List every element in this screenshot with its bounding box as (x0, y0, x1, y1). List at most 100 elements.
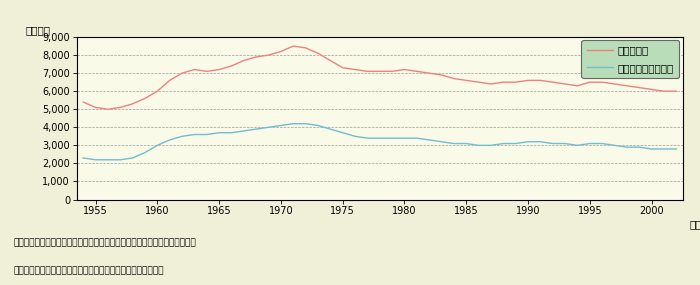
移動者総数 (314, 52, 322, 55)
移動者総数 (339, 66, 347, 70)
移動者総数 (449, 77, 458, 80)
移動者総数 (549, 80, 557, 84)
移動者総数 (116, 106, 125, 109)
都道府県間移動者数 (141, 151, 149, 154)
移動者総数 (660, 89, 668, 93)
都道府県間移動者数 (486, 144, 495, 147)
都道府県間移動者数 (561, 142, 569, 145)
都道府県間移動者数 (153, 144, 162, 147)
移動者総数 (524, 79, 532, 82)
都道府県間移動者数 (536, 140, 545, 143)
移動者総数 (499, 80, 508, 84)
都道府県間移動者数 (462, 142, 470, 145)
都道府県間移動者数 (252, 127, 260, 131)
都道府県間移動者数 (672, 147, 680, 151)
都道府県間移動者数 (339, 131, 347, 135)
都道府県間移動者数 (326, 127, 335, 131)
都道府県間移動者数 (302, 122, 310, 125)
都道府県間移動者数 (239, 129, 248, 133)
移動者総数 (363, 70, 372, 73)
Text: 資料）総務省「住民基本台帳人口移動報告年報（平成５年）」: 資料）総務省「住民基本台帳人口移動報告年報（平成５年）」 (14, 266, 164, 276)
移動者総数 (573, 84, 582, 87)
移動者総数 (388, 70, 396, 73)
都道府県間移動者数 (190, 133, 199, 136)
移動者総数 (536, 79, 545, 82)
都道府県間移動者数 (91, 158, 99, 162)
移動者総数 (375, 70, 384, 73)
都道府県間移動者数 (363, 137, 372, 140)
移動者総数 (412, 70, 421, 73)
都道府県間移動者数 (388, 137, 396, 140)
都道府県間移動者数 (475, 144, 483, 147)
移動者総数 (91, 106, 99, 109)
都道府県間移動者数 (512, 142, 520, 145)
都道府県間移動者数 (202, 133, 211, 136)
移動者総数 (486, 82, 495, 86)
移動者総数 (586, 80, 594, 84)
移動者総数 (512, 80, 520, 84)
移動者総数 (425, 72, 433, 75)
移動者総数 (598, 80, 606, 84)
都道府県間移動者数 (573, 144, 582, 147)
都道府県間移動者数 (438, 140, 446, 143)
Line: 移動者総数: 移動者総数 (83, 46, 676, 109)
移動者総数 (289, 44, 298, 48)
都道府県間移動者数 (648, 147, 656, 151)
移動者総数 (326, 59, 335, 62)
移動者総数 (475, 80, 483, 84)
移動者総数 (141, 97, 149, 100)
移動者総数 (104, 107, 112, 111)
Text: （注）移動者数とは、市区町村の境界を越えて住所を移した者の数をいう。: （注）移動者数とは、市区町村の境界を越えて住所を移した者の数をいう。 (14, 238, 197, 247)
都道府県間移動者数 (265, 126, 273, 129)
都道府県間移動者数 (586, 142, 594, 145)
都道府県間移動者数 (499, 142, 508, 145)
都道府県間移動者数 (610, 144, 619, 147)
移動者総数 (400, 68, 409, 71)
都道府県間移動者数 (412, 137, 421, 140)
移動者総数 (635, 86, 643, 89)
都道府県間移動者数 (228, 131, 236, 135)
都道府県間移動者数 (276, 124, 285, 127)
Legend: 移動者総数, 都道府県間移動者数: 移動者総数, 都道府県間移動者数 (582, 40, 680, 78)
移動者総数 (561, 82, 569, 86)
都道府県間移動者数 (289, 122, 298, 125)
移動者総数 (153, 89, 162, 93)
都道府県間移動者数 (178, 135, 186, 138)
移動者総数 (202, 70, 211, 73)
移動者総数 (438, 73, 446, 77)
移動者総数 (265, 53, 273, 57)
都道府県間移動者数 (128, 156, 136, 160)
都道府県間移動者数 (598, 142, 606, 145)
都道府県間移動者数 (623, 145, 631, 149)
都道府県間移動者数 (104, 158, 112, 162)
移動者総数 (302, 46, 310, 50)
移動者総数 (462, 79, 470, 82)
都道府県間移動者数 (524, 140, 532, 143)
都道府県間移動者数 (79, 156, 88, 160)
移動者総数 (228, 64, 236, 68)
都道府県間移動者数 (549, 142, 557, 145)
移動者総数 (239, 59, 248, 62)
Line: 都道府県間移動者数: 都道府県間移動者数 (83, 124, 676, 160)
Text: （千人）: （千人） (25, 25, 50, 35)
移動者総数 (165, 79, 174, 82)
都道府県間移動者数 (660, 147, 668, 151)
都道府県間移動者数 (400, 137, 409, 140)
都道府県間移動者数 (314, 124, 322, 127)
移動者総数 (215, 68, 223, 71)
移動者総数 (623, 84, 631, 87)
移動者総数 (128, 102, 136, 105)
都道府県間移動者数 (165, 138, 174, 142)
移動者総数 (351, 68, 359, 71)
都道府県間移動者数 (635, 145, 643, 149)
移動者総数 (178, 72, 186, 75)
移動者総数 (190, 68, 199, 71)
Text: （年）: （年） (690, 219, 700, 229)
都道府県間移動者数 (449, 142, 458, 145)
移動者総数 (276, 50, 285, 53)
都道府県間移動者数 (116, 158, 125, 162)
移動者総数 (648, 88, 656, 91)
都道府県間移動者数 (351, 135, 359, 138)
移動者総数 (672, 89, 680, 93)
移動者総数 (252, 55, 260, 59)
